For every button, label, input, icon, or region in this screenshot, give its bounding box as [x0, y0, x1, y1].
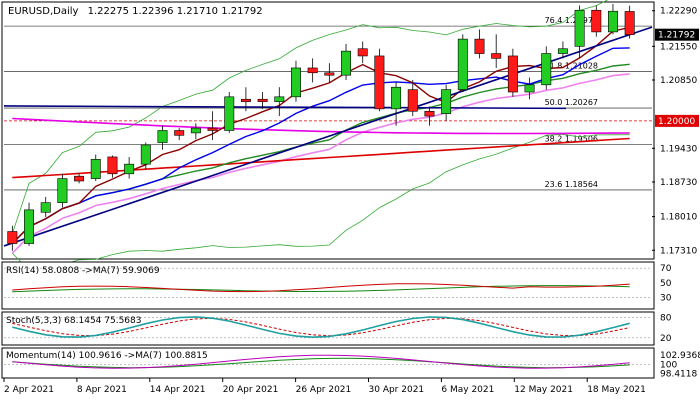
indicator-tick-label: 20 [660, 334, 672, 344]
price-pane-frame [1, 1, 655, 260]
level-price-badge [655, 114, 699, 127]
current-price-label: 1.21792 [658, 31, 695, 41]
candle-body [557, 48, 568, 54]
time-tick-label: 2 Apr 2021 [4, 385, 54, 395]
candle-body [491, 53, 502, 59]
candle-body [474, 38, 485, 54]
momentum-line [12, 354, 630, 369]
candle-body [7, 231, 18, 244]
upper-band-line [11, 0, 609, 235]
indicator-tick-label: 98.4118 [660, 369, 697, 379]
rsi-ma-line [12, 285, 630, 293]
candle-body [57, 178, 68, 203]
indicator-tick-label: 70 [660, 264, 672, 274]
time-axis: 2 Apr 2021 8 Apr 2021 14 Apr 2021 20 Apr 20… [3, 378, 646, 395]
momentum-pane-frame [1, 347, 655, 379]
horizontal-line [3, 105, 567, 110]
candle-body [357, 48, 368, 57]
candle-body [157, 130, 168, 143]
candle-body [307, 67, 318, 74]
indicator-tick-label: 30 [660, 294, 672, 304]
momentum-ma-line [12, 357, 630, 369]
candle-body [541, 53, 552, 86]
magenta-ma-line [12, 117, 630, 135]
candle-body [608, 10, 618, 33]
price-tick-label: 1.21550 [660, 42, 697, 52]
candle-body [391, 86, 402, 110]
candle-body [174, 130, 185, 136]
time-tick-label: 18 May 2021 [587, 385, 646, 395]
fib-label: 61.8 1.21028 [545, 61, 598, 70]
stoch-d-line [12, 317, 630, 337]
stochastic-layer: 80 20 [4, 313, 672, 344]
candle-body [324, 72, 335, 76]
candle-body [374, 55, 385, 110]
indicator-tick-label: 80 [660, 313, 672, 323]
candle-body [90, 159, 101, 179]
time-tick-label: 14 Apr 2021 [150, 385, 206, 395]
chart-header: EURUSD,Daily 1.22275 1.22396 1.21710 1.2… [8, 6, 263, 17]
candle-body [124, 163, 135, 175]
indicator-tick-label: 50 [660, 279, 672, 289]
candle-body [107, 156, 118, 175]
price-tick-label: 1.19430 [660, 144, 697, 154]
rsi-line [12, 283, 630, 293]
current-price-badge [655, 28, 699, 41]
price-tick-label: 1.18730 [660, 178, 697, 188]
candles-layer [7, 4, 635, 251]
fib-label: 23.6 1.18564 [545, 180, 598, 189]
level-price-label: 1.20000 [658, 117, 695, 127]
momentum-label: Momentum(14) 100.9616 ->MA(7) 100.8815 [6, 351, 208, 361]
candle-body [341, 50, 351, 76]
price-axis: 1.22290 1.21550 1.20850 1.19430 1.18730 1.180… [652, 7, 699, 256]
candle-body [457, 38, 468, 90]
time-tick-label: 6 May 2021 [441, 385, 494, 395]
candle-body [624, 11, 635, 35]
candle-body [591, 9, 602, 33]
time-tick-label: 8 Apr 2021 [77, 385, 127, 395]
indicator-tick-label: 102.9368 [660, 351, 700, 361]
candle-body [224, 96, 235, 131]
candle-body [291, 67, 301, 98]
indicator-tick-label: 100 [660, 360, 677, 370]
candle-body [257, 98, 268, 102]
sma-fast-line [11, 26, 630, 244]
candle-body [507, 55, 518, 93]
candle-body [24, 209, 34, 244]
candle-body [407, 89, 418, 112]
price-tick-label: 1.22290 [660, 7, 697, 17]
price-tick-label: 1.20850 [660, 76, 697, 86]
fib-label: 76.4 1.21970 [545, 16, 598, 25]
fib-label: 50.0 1.20267 [545, 98, 598, 107]
candle-body [274, 96, 285, 102]
candle-body [524, 84, 535, 93]
candle-body [74, 175, 85, 182]
rsi-layer: 70 50 30 [4, 264, 672, 304]
time-tick-label: 26 Apr 2021 [296, 385, 352, 395]
lower-band-line [12, 133, 630, 271]
pink-ma-line [11, 73, 630, 254]
candle-body [424, 110, 435, 117]
candle-body [240, 98, 251, 102]
price-tick-label: 1.18010 [660, 213, 697, 223]
candle-body [441, 89, 452, 114]
fib-label: 38.2 1.19506 [545, 135, 598, 144]
stoch-label: Stoch(5,3,3) 68.1454 75.5683 [6, 316, 141, 326]
time-tick-label: 30 Apr 2021 [369, 385, 425, 395]
time-tick-label: 12 May 2021 [514, 385, 573, 395]
candle-body [207, 127, 218, 131]
candle-body [574, 9, 585, 47]
sma-mid-line [11, 47, 630, 244]
candle-body [140, 144, 151, 165]
stoch-k-line [12, 316, 630, 339]
candle-body [40, 202, 51, 213]
candle-body [190, 127, 201, 134]
rsi-label: RSI(14) 58.0808 ->MA(7) 59.9069 [6, 266, 160, 276]
time-tick-label: 20 Apr 2021 [223, 385, 279, 395]
price-tick-label: 1.17310 [660, 246, 697, 256]
